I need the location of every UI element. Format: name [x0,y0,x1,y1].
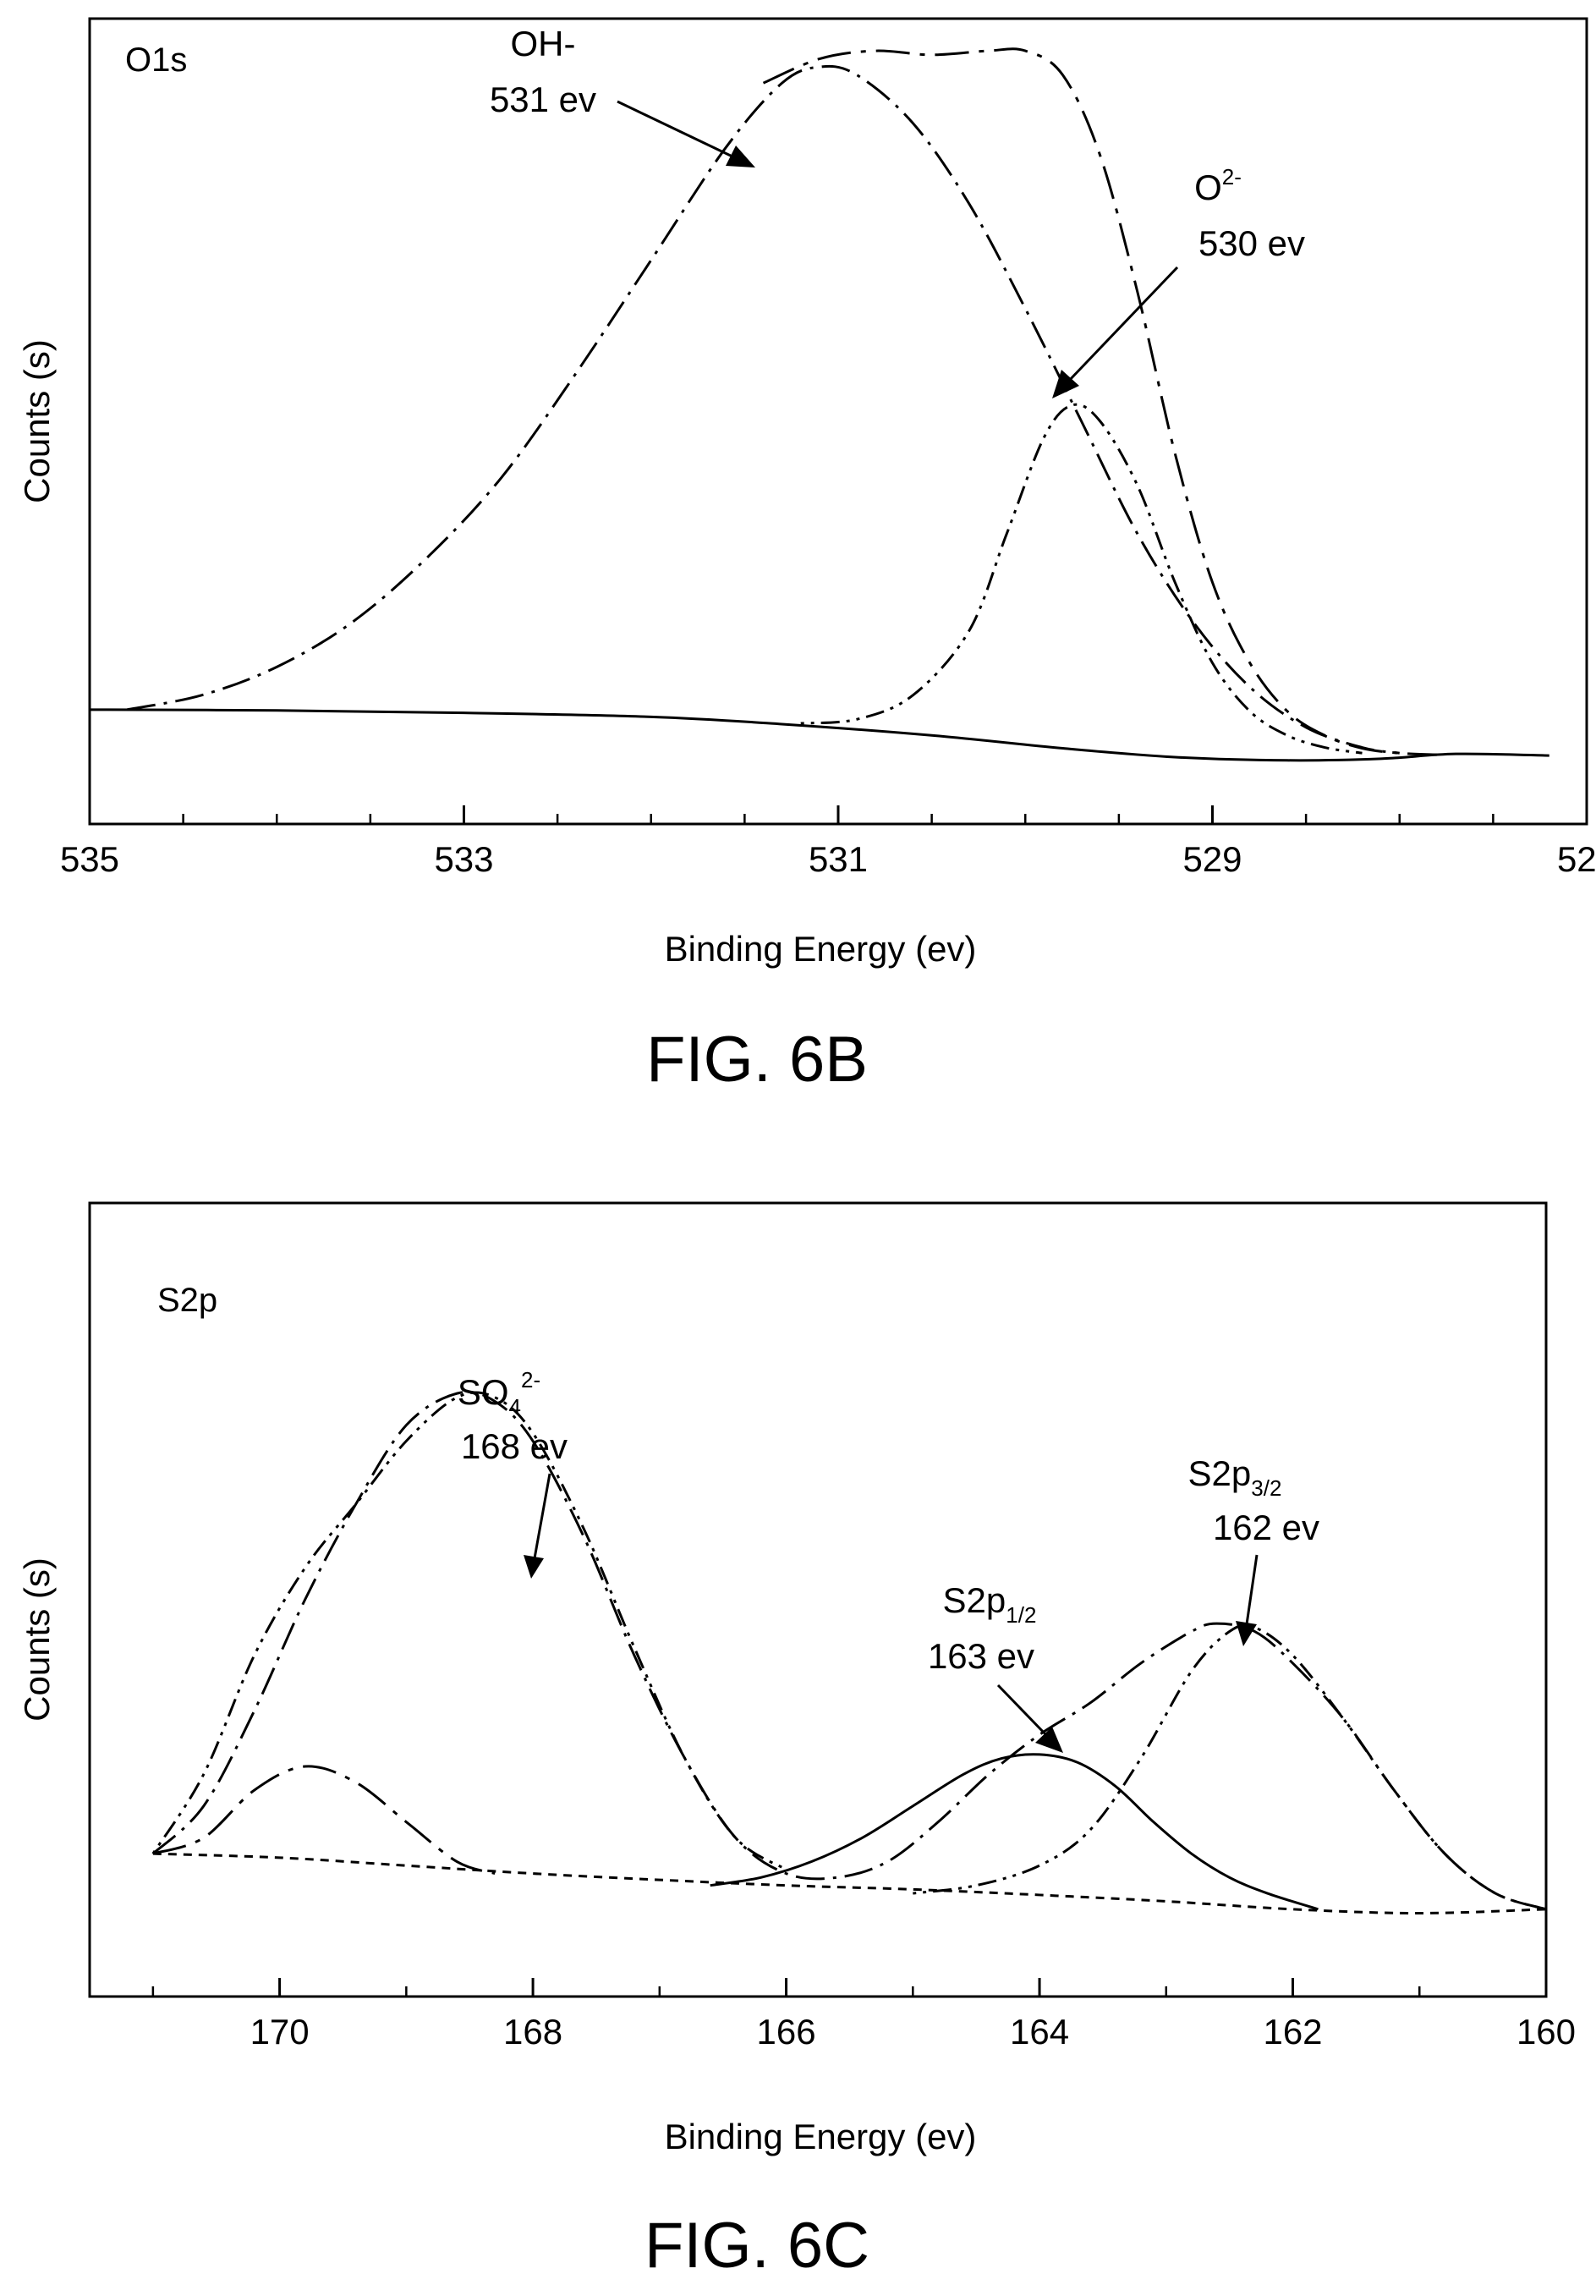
tick-label: 535 [60,839,119,879]
x-axis-label: Binding Energy (ev) [665,2117,977,2156]
x-axis-ticks [88,805,1588,824]
tick-label: 166 [757,2012,816,2052]
tick-label: 160 [1516,2012,1576,2052]
o2-annotation-line1: O2- [1194,164,1242,207]
o1s-chart: 535 533 531 529 527 O1s OH- 531 ev O2- 530 e… [17,17,1596,1096]
series-line-dashdotdot [151,1391,787,1871]
s2p32-annotation-line1: S2p3/2 [1188,1453,1282,1501]
y-axis-label: Counts (s) [17,1557,57,1722]
oh-annotation-line2: 531 ev [490,80,596,119]
s2p-chart: 170 168 166 164 162 160 S2p SO42- 168 ev S2p1… [17,1201,1576,2282]
tick-label: 527 [1557,839,1596,879]
tick-label: 529 [1182,839,1242,879]
s2p32-annotation-line2: 162 ev [1213,1508,1319,1547]
series-line-solid [89,708,1549,762]
s2p12-arrow [996,1684,1063,1753]
s2p32-arrow [1236,1554,1259,1646]
x-axis-tick-labels: 535 533 531 529 527 [60,839,1596,879]
series-line-dashdot [126,64,1400,755]
plot-series [151,1390,1547,1915]
plot-series [89,47,1549,762]
series-line-solid [710,1753,1319,1911]
y-axis-label: Counts (s) [17,339,57,503]
series-line-longdash [152,1765,496,1876]
tick-label: 164 [1010,2012,1069,2052]
s2p12-annotation-line1: S2p1/2 [943,1580,1037,1628]
series-line-dashdotdot [800,403,1363,755]
oh-arrow [617,100,755,168]
so4-annotation-line1: SO42- [458,1367,540,1420]
x-axis-ticks [151,1978,1548,1997]
tick-label: 533 [434,839,493,879]
so4-annotation-line2: 168 ev [461,1426,568,1466]
tick-label: 168 [503,2012,562,2052]
o2-arrow [1052,266,1179,398]
plot-frame [88,1201,1548,1998]
panel-label: O1s [125,41,187,79]
figure-caption: FIG. 6C [644,2210,869,2282]
plot-frame [88,17,1588,826]
panel-label: S2p [157,1282,217,1319]
figure-6c: 170 168 166 164 162 160 S2p SO42- 168 ev S2p1… [0,1167,1596,2296]
tick-label: 170 [250,2012,310,2052]
series-line-dashed [152,1852,1547,1915]
x-axis-label: Binding Energy (ev) [665,929,977,969]
oh-annotation-line1: OH- [511,24,576,63]
figure-caption: FIG. 6B [646,1024,868,1096]
o2-annotation-line2: 530 ev [1198,223,1305,263]
so4-arrow [524,1473,551,1579]
tick-label: 162 [1263,2012,1322,2052]
series-line-longdash [762,47,1438,756]
s2p12-annotation-line2: 163 ev [928,1636,1034,1676]
figure-6b: 535 533 531 529 527 O1s OH- 531 ev O2- 530 e… [0,0,1596,1100]
series-line-dashdot [151,1390,1547,1911]
x-axis-tick-labels: 170 168 166 164 162 160 [250,2012,1576,2052]
tick-label: 531 [809,839,868,879]
